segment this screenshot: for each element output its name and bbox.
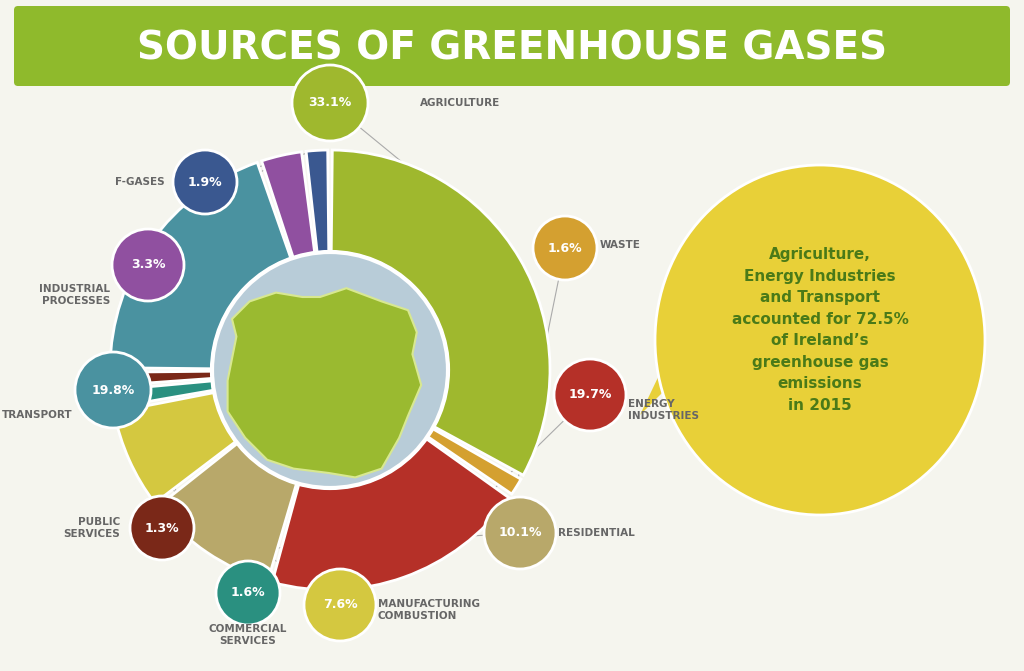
Text: 19.7%: 19.7% (568, 389, 611, 401)
Text: 1.6%: 1.6% (548, 242, 583, 254)
Text: 33.1%: 33.1% (308, 97, 351, 109)
Wedge shape (114, 393, 236, 503)
Text: RESIDENTIAL: RESIDENTIAL (558, 528, 635, 538)
Text: F-GASES: F-GASES (116, 177, 165, 187)
Wedge shape (158, 444, 297, 581)
Wedge shape (110, 162, 291, 369)
Text: PUBLIC
SERVICES: PUBLIC SERVICES (63, 517, 120, 539)
Text: AGRICULTURE: AGRICULTURE (420, 98, 501, 108)
Circle shape (130, 496, 194, 560)
Text: 1.9%: 1.9% (187, 176, 222, 189)
Text: 3.3%: 3.3% (131, 258, 165, 272)
Text: INDUSTRIAL
PROCESSES: INDUSTRIAL PROCESSES (39, 284, 110, 306)
Wedge shape (272, 439, 509, 590)
Text: 1.3%: 1.3% (144, 521, 179, 535)
Text: 19.8%: 19.8% (91, 384, 134, 397)
Text: COMMERCIAL
SERVICES: COMMERCIAL SERVICES (209, 624, 287, 646)
Wedge shape (331, 150, 550, 475)
Wedge shape (261, 152, 314, 258)
Circle shape (292, 65, 368, 141)
Circle shape (554, 359, 626, 431)
Text: ENERGY
INDUSTRIES: ENERGY INDUSTRIES (628, 399, 699, 421)
Wedge shape (110, 371, 212, 386)
Circle shape (75, 352, 151, 428)
Polygon shape (640, 300, 695, 415)
Circle shape (216, 561, 280, 625)
Circle shape (534, 216, 597, 280)
Circle shape (212, 252, 449, 488)
Wedge shape (111, 381, 214, 407)
Wedge shape (306, 150, 329, 253)
FancyBboxPatch shape (14, 6, 1010, 86)
Text: 7.6%: 7.6% (323, 599, 357, 611)
Text: TRANSPORT: TRANSPORT (1, 410, 72, 420)
Text: Agriculture,
Energy Industries
and Transport
accounted for 72.5%
of Ireland’s
gr: Agriculture, Energy Industries and Trans… (731, 247, 908, 413)
Circle shape (304, 569, 376, 641)
Text: SOURCES OF GREENHOUSE GASES: SOURCES OF GREENHOUSE GASES (137, 29, 887, 67)
Ellipse shape (655, 165, 985, 515)
Text: 10.1%: 10.1% (499, 527, 542, 539)
Circle shape (484, 497, 556, 569)
Circle shape (112, 229, 184, 301)
Text: WASTE: WASTE (600, 240, 641, 250)
Polygon shape (227, 289, 421, 477)
Text: MANUFACTURING
COMBUSTION: MANUFACTURING COMBUSTION (378, 599, 480, 621)
Wedge shape (427, 429, 521, 494)
Text: 1.6%: 1.6% (230, 586, 265, 599)
Circle shape (173, 150, 237, 214)
